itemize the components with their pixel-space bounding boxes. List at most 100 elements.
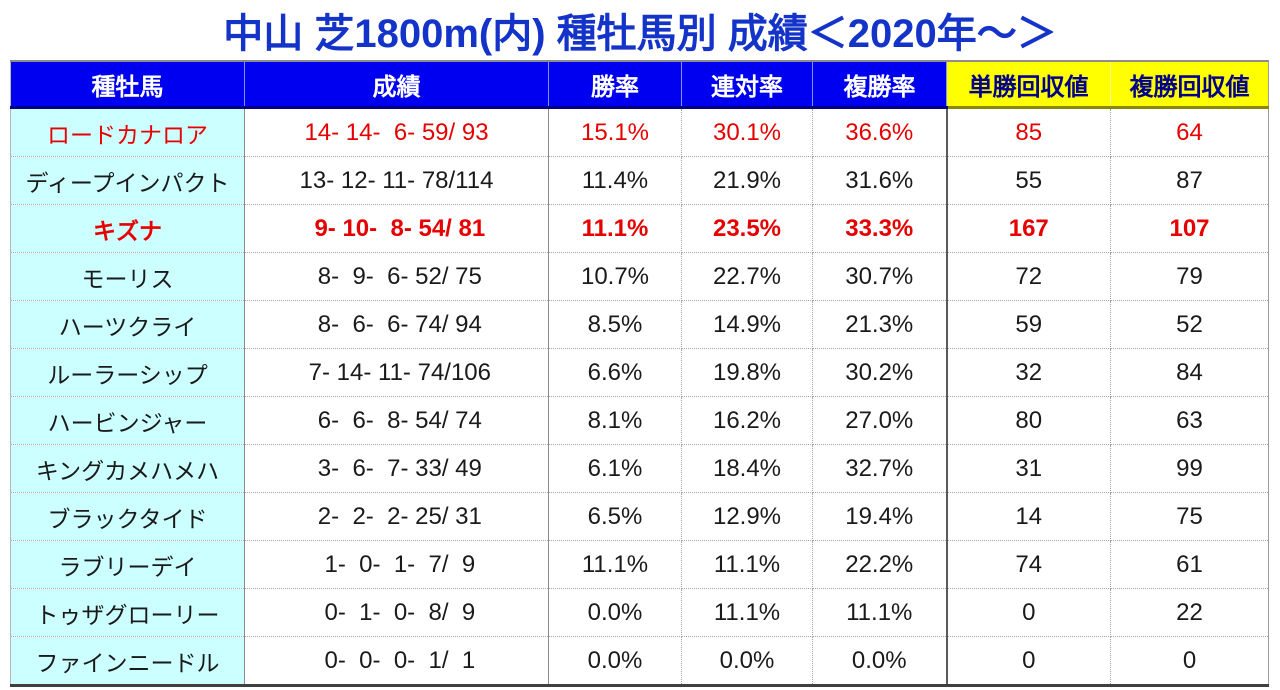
- table-row: キングカメハメハ 3- 6- 7- 33/ 49 6.1% 18.4% 32.7% 31…: [10, 444, 1269, 493]
- stat-cell: 0- 1- 0- 8/ 9: [244, 588, 549, 637]
- stat-cell: 74: [946, 540, 1111, 589]
- stat-cell: 75: [1110, 492, 1269, 541]
- table-row: ルーラーシップ 7- 14- 11- 74/106 6.6% 19.8% 30.2% 3…: [10, 348, 1269, 397]
- stat-cell: 79: [1110, 252, 1269, 301]
- sire-name-cell: キズナ: [10, 204, 245, 253]
- stat-cell: 31: [946, 444, 1111, 493]
- column-header-sire: 種牡馬: [10, 61, 245, 109]
- stat-cell: 30.7%: [812, 252, 948, 301]
- sire-name-cell: ルーラーシップ: [10, 348, 245, 397]
- stat-cell: 36.6%: [812, 107, 948, 157]
- sire-name-cell: ディープインパクト: [10, 156, 245, 205]
- stat-cell: 64: [1110, 107, 1269, 157]
- stat-cell: 11.1%: [681, 588, 813, 637]
- table-row: ブラックタイド 2- 2- 2- 25/ 31 6.5% 12.9% 19.4% 14 7…: [10, 492, 1269, 541]
- column-header-quinella-rate: 連対率: [681, 61, 813, 109]
- stat-cell: 21.9%: [681, 156, 813, 205]
- sire-name-cell: ロードカナロア: [10, 107, 245, 157]
- column-header-show-rate: 複勝率: [812, 61, 947, 109]
- table-row: ロードカナロア 14- 14- 6- 59/ 93 15.1% 30.1% 36.6% 8…: [10, 107, 1269, 157]
- stat-cell: 22: [1110, 588, 1269, 637]
- stat-cell: 6.5%: [548, 492, 682, 541]
- stat-cell: 19.4%: [812, 492, 948, 541]
- stat-cell: 6.6%: [548, 348, 682, 397]
- sire-name-cell: ハービンジャー: [10, 396, 245, 445]
- stat-cell: 18.4%: [681, 444, 813, 493]
- results-table-body: ロードカナロア 14- 14- 6- 59/ 93 15.1% 30.1% 36.6% 8…: [10, 107, 1269, 686]
- sire-name-cell: ラブリーデイ: [10, 540, 245, 589]
- table-row: ラブリーデイ 1- 0- 1- 7/ 9 11.1% 11.1% 22.2% 74 61: [10, 540, 1269, 589]
- stat-cell: 23.5%: [681, 204, 813, 253]
- table-row: ハーツクライ 8- 6- 6- 74/ 94 8.5% 14.9% 21.3% 59 52: [10, 300, 1269, 349]
- stat-cell: 8- 9- 6- 52/ 75: [244, 252, 549, 301]
- sire-name-cell: ブラックタイド: [10, 492, 245, 541]
- column-header-win-rate: 勝率: [548, 61, 682, 109]
- stat-cell: 52: [1110, 300, 1269, 349]
- sire-name-cell: モーリス: [10, 252, 245, 301]
- sire-name-cell: キングカメハメハ: [10, 444, 245, 493]
- stat-cell: 13- 12- 11- 78/114: [244, 156, 549, 205]
- stat-cell: 10.7%: [548, 252, 682, 301]
- stat-cell: 30.1%: [681, 107, 813, 157]
- stat-cell: 11.4%: [548, 156, 682, 205]
- stat-cell: 72: [946, 252, 1111, 301]
- stat-cell: 61: [1110, 540, 1269, 589]
- stat-cell: 0.0%: [681, 636, 813, 686]
- stat-cell: 8.5%: [548, 300, 682, 349]
- stat-cell: 0- 0- 0- 1/ 1: [244, 636, 549, 686]
- stat-cell: 22.2%: [812, 540, 948, 589]
- column-header-record: 成績: [244, 61, 549, 109]
- stat-cell: 55: [946, 156, 1111, 205]
- table-row: ファインニードル 0- 0- 0- 1/ 1 0.0% 0.0% 0.0% 0 0: [10, 636, 1269, 686]
- stat-cell: 167: [946, 204, 1111, 253]
- stat-cell: 6.1%: [548, 444, 682, 493]
- table-row: ハービンジャー 6- 6- 8- 54/ 74 8.1% 16.2% 27.0% 80 6…: [10, 396, 1269, 445]
- sire-results-table: 種牡馬 成績 勝率 連対率 複勝率 単勝回収値 複勝回収値 ロードカナロア 14-…: [10, 60, 1269, 687]
- stat-cell: 0.0%: [548, 588, 682, 637]
- stat-cell: 11.1%: [548, 204, 682, 253]
- stat-cell: 30.2%: [812, 348, 948, 397]
- stat-cell: 0: [946, 636, 1111, 686]
- stat-cell: 9- 10- 8- 54/ 81: [244, 204, 549, 253]
- stat-cell: 11.1%: [812, 588, 948, 637]
- stat-cell: 0.0%: [548, 636, 682, 686]
- stat-cell: 19.8%: [681, 348, 813, 397]
- stat-cell: 8- 6- 6- 74/ 94: [244, 300, 549, 349]
- stat-cell: 32: [946, 348, 1111, 397]
- stat-cell: 32.7%: [812, 444, 948, 493]
- stat-cell: 27.0%: [812, 396, 948, 445]
- sire-name-cell: トゥザグローリー: [10, 588, 245, 637]
- table-header: 種牡馬 成績 勝率 連対率 複勝率 単勝回収値 複勝回収値: [10, 61, 1269, 109]
- stat-cell: 0: [946, 588, 1111, 637]
- stat-cell: 0: [1182, 646, 1197, 674]
- page-title: 中山 芝1800m(内) 種牡馬別 成績＜2020年～＞: [223, 12, 1057, 56]
- stat-cell: 7- 14- 11- 74/106: [244, 348, 549, 397]
- stat-cell: 16.2%: [681, 396, 813, 445]
- sire-name-cell: ファインニードル: [10, 636, 245, 686]
- table-row: キズナ 9- 10- 8- 54/ 81 11.1% 23.5% 33.3% 167 10…: [10, 204, 1269, 253]
- stat-cell: 107: [1110, 204, 1269, 253]
- table-row: モーリス 8- 9- 6- 52/ 75 10.7% 22.7% 30.7% 72 79: [10, 252, 1269, 301]
- stat-cell: 12.9%: [681, 492, 813, 541]
- stat-cell: 22.7%: [681, 252, 813, 301]
- table-row: トゥザグローリー 0- 1- 0- 8/ 9 0.0% 11.1% 11.1% 0 22: [10, 588, 1269, 637]
- column-header-win-payback: 単勝回収値: [946, 61, 1111, 109]
- column-header-show-payback: 複勝回収値: [1110, 61, 1269, 109]
- stat-cell: 84: [1110, 348, 1269, 397]
- stat-cell: 87: [1110, 156, 1269, 205]
- stat-cell: 21.3%: [812, 300, 948, 349]
- table-row: ディープインパクト 13- 12- 11- 78/114 11.4% 21.9% 31.…: [10, 156, 1269, 205]
- stat-cell: 85: [946, 107, 1111, 157]
- stat-cell: 6- 6- 8- 54/ 74: [244, 396, 549, 445]
- stat-cell: 80: [946, 396, 1111, 445]
- stat-cell: 0.0%: [812, 636, 948, 686]
- stat-cell: 63: [1110, 396, 1269, 445]
- stat-cell: 11.1%: [681, 540, 813, 589]
- stat-cell: 11.1%: [548, 540, 682, 589]
- stat-cell: 3- 6- 7- 33/ 49: [244, 444, 549, 493]
- stat-cell: 15.1%: [548, 107, 682, 157]
- stat-cell: 14: [946, 492, 1111, 541]
- stat-cell: 8.1%: [548, 396, 682, 445]
- stat-cell: 2- 2- 2- 25/ 31: [244, 492, 549, 541]
- stat-cell: 14.9%: [681, 300, 813, 349]
